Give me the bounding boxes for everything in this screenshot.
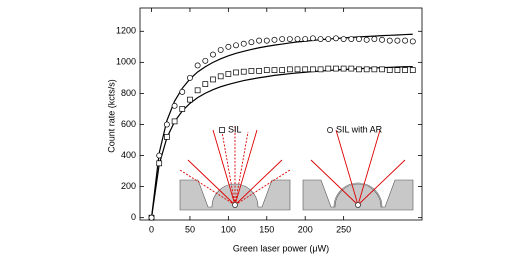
y-tick-label: 600 [121, 119, 136, 129]
marker [202, 81, 209, 87]
marker [256, 68, 262, 74]
marker [363, 66, 370, 73]
marker [156, 152, 163, 159]
marker [394, 67, 401, 73]
x-tick-label: 50 [185, 224, 195, 234]
marker [325, 65, 332, 72]
marker [271, 67, 278, 73]
fit-line [150, 33, 413, 218]
marker [148, 214, 155, 221]
marker [225, 43, 232, 50]
marker [286, 66, 293, 73]
marker [333, 65, 339, 72]
x-tick-label: 250 [336, 224, 351, 234]
y-tick-label: 800 [121, 88, 136, 98]
marker [171, 102, 178, 109]
marker [317, 66, 324, 73]
marker [294, 66, 301, 73]
legend-marker [327, 127, 333, 133]
marker [371, 66, 378, 73]
marker [233, 69, 239, 76]
marker [371, 36, 378, 43]
marker [348, 65, 355, 72]
marker [317, 36, 324, 43]
marker [356, 36, 362, 43]
marker [386, 67, 393, 73]
legend-label: SIL with AR [336, 124, 383, 134]
y-tick-label: 1200 [116, 26, 136, 36]
marker [363, 36, 370, 43]
inset-sil [179, 125, 291, 211]
marker [279, 67, 286, 73]
inset-sil-ar [302, 129, 414, 211]
marker [240, 40, 247, 47]
marker [217, 46, 224, 53]
marker [248, 68, 255, 74]
legend-label: SIL [228, 124, 242, 134]
marker [263, 67, 270, 73]
marker [263, 37, 270, 44]
marker [325, 36, 332, 43]
marker [310, 66, 316, 73]
y-tick-label: 0 [131, 212, 136, 222]
marker [386, 37, 393, 44]
marker [332, 35, 339, 42]
marker [202, 57, 209, 64]
marker [409, 38, 416, 45]
marker [194, 62, 201, 69]
marker [279, 36, 286, 43]
legend-marker [219, 127, 225, 133]
marker [171, 118, 178, 125]
marker [225, 71, 232, 77]
marker [248, 39, 255, 46]
x-tick-label: 200 [298, 224, 313, 234]
marker [340, 36, 347, 43]
marker [302, 36, 309, 43]
x-tick-label: 100 [221, 224, 236, 234]
marker [271, 36, 278, 43]
marker [210, 76, 216, 83]
marker [379, 66, 385, 73]
x-tick-label: 150 [259, 224, 274, 234]
marker [402, 67, 408, 73]
y-tick-label: 400 [121, 150, 136, 160]
marker [309, 35, 316, 42]
marker [394, 37, 401, 44]
y-tick-label: 200 [121, 181, 136, 191]
marker [340, 65, 347, 72]
marker [409, 67, 416, 73]
marker [294, 36, 301, 43]
plot-frame [139, 7, 423, 221]
marker [302, 66, 309, 73]
marker [256, 37, 263, 44]
x-tick-label: 0 [149, 224, 154, 234]
marker [164, 134, 170, 140]
marker [156, 160, 163, 167]
marker [286, 36, 293, 43]
y-tick-label: 1000 [116, 57, 136, 67]
marker [379, 36, 385, 43]
marker [179, 106, 186, 112]
marker [402, 37, 409, 44]
marker [179, 88, 186, 95]
marker [217, 73, 224, 80]
x-axis-title: Green laser power (μW) [233, 243, 329, 253]
marker [210, 51, 216, 58]
marker [194, 87, 201, 94]
marker [356, 66, 362, 73]
marker [240, 68, 247, 75]
marker [163, 121, 170, 128]
marker [186, 74, 193, 81]
marker [348, 36, 355, 43]
marker [187, 96, 193, 103]
marker [233, 42, 239, 49]
y-axis-title: Count rate (kcts/s) [106, 79, 116, 153]
